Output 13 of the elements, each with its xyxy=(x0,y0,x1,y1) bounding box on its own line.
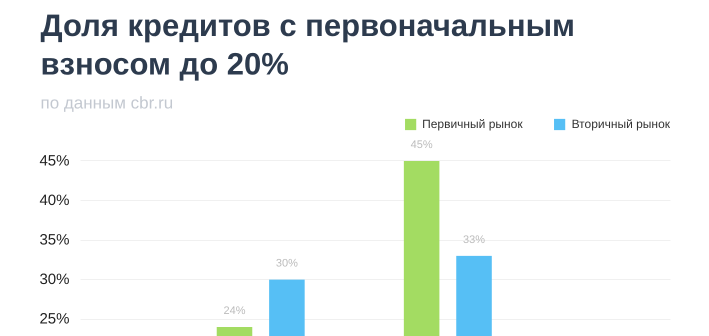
text: 30% xyxy=(276,258,298,270)
legend-label: Первичный рынок xyxy=(422,117,523,131)
text: 24% xyxy=(223,305,246,318)
y-tick-label: 25% xyxy=(39,310,70,328)
text: 33% xyxy=(463,234,486,246)
y-tick-label: 35% xyxy=(39,232,70,249)
y-tick-label: 45% xyxy=(39,152,70,170)
chart-title: Доля кредитов с первоначальным взносом до 20% xyxy=(40,8,575,82)
text: 45% xyxy=(410,138,433,151)
chart-subtitle: по данным cbr.ru xyxy=(40,94,174,112)
legend-label: Вторичный рынок xyxy=(572,117,670,131)
y-tick-label: 40% xyxy=(39,192,70,210)
y-tick-label: 30% xyxy=(39,271,70,288)
